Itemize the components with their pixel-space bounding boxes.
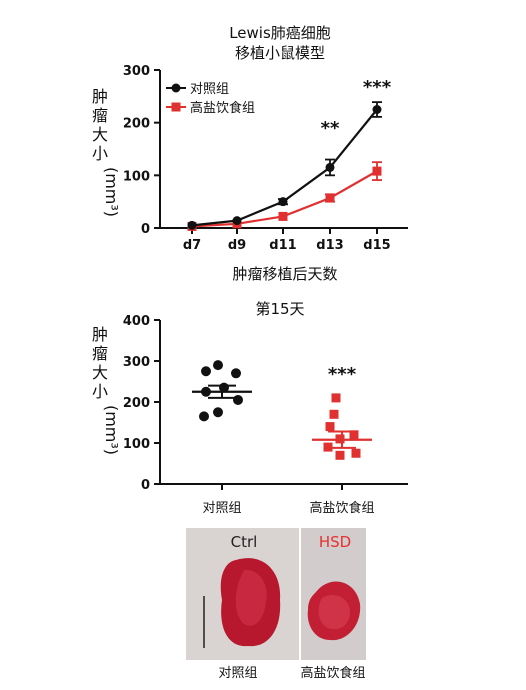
dot-y-tick-label: 100 (123, 437, 150, 452)
ctrl-series-line (191, 108, 378, 227)
significance-marker: *** (328, 364, 357, 385)
line-chart-subtitle: 移植小鼠模型 (235, 44, 325, 62)
dot-chart-title: 第15天 (255, 300, 304, 318)
tumor-growth-line-chart: Lewis肺癌细胞 移植小鼠模型 0 100 200 300 d7 d9 d11 d13 d1… (92, 24, 408, 283)
ctrl-data-point (372, 105, 382, 114)
line-x-tick-label: d13 (316, 238, 343, 253)
photo-hsd-label: HSD (319, 533, 351, 551)
dot-x-tick-label: 高盐饮食组 (309, 500, 374, 516)
line-y-tick-label: 100 (123, 169, 150, 184)
dot-chart-y-label: 肿瘤大小 (mm³) (92, 325, 121, 455)
ctrl-tumor-highlight (235, 569, 267, 626)
hsd-dot (325, 422, 335, 432)
photo-ctrl-label: Ctrl (231, 533, 258, 551)
hsd-tumor-highlight (318, 594, 350, 630)
line-chart-legend: 对照组 高盐饮食组 (166, 82, 255, 116)
hsd-dot (331, 393, 341, 403)
day15-dot-plot: 第15天 0 100 200 300 400 对照组 高盐饮食组 *** 肿瘤大小 (mm… (92, 300, 408, 516)
line-x-tick-label: d11 (269, 238, 296, 253)
dot-y-tick-label: 300 (123, 355, 150, 370)
hsd-dot (335, 450, 345, 460)
line-x-tick-label: d7 (183, 238, 201, 253)
ctrl-data-point (278, 197, 288, 207)
ctrl-dot (201, 366, 211, 377)
svg-text:肿瘤大小: 肿瘤大小 (92, 87, 108, 163)
line-x-tick-label: d15 (363, 238, 390, 253)
dc-ylab-unit: (mm³) (102, 405, 121, 455)
line-chart-title: Lewis肺癌细胞 (229, 24, 331, 42)
legend-ctrl-label: 对照组 (190, 82, 229, 97)
photo-caption-hsd: 高盐饮食组 (300, 665, 365, 681)
ctrl-dot (199, 411, 209, 422)
hsd-dot (329, 409, 339, 419)
ctrl-data-point (232, 216, 242, 226)
photo-caption-ctrl: 对照组 (218, 666, 257, 681)
dot-y-tick-label: 200 (123, 396, 150, 411)
line-chart-x-label: 肿瘤移植后天数 (232, 265, 337, 283)
hsd-data-point (278, 211, 288, 221)
ctrl-data-point (325, 162, 335, 172)
ctrl-dot (213, 407, 223, 418)
dot-y-tick-label: 400 (123, 314, 150, 329)
dot-y-tick-label: 0 (141, 478, 150, 493)
lc-ylab-unit: (mm³) (102, 167, 121, 217)
significance-marker: ** (321, 118, 340, 139)
hsd-data-point (325, 193, 335, 203)
dot-x-tick-label: 对照组 (202, 501, 241, 516)
line-chart-y-label: 肿瘤大小 (mm³) (92, 87, 121, 217)
hsd-data-point (372, 166, 382, 176)
line-y-tick-label: 200 (123, 117, 150, 132)
svg-text:肿瘤大小: 肿瘤大小 (92, 325, 108, 401)
legend-hsd-marker (171, 102, 181, 112)
ctrl-dot (213, 360, 223, 371)
hsd-dot (349, 430, 359, 440)
ctrl-data-point (187, 220, 197, 230)
line-y-tick-label: 0 (141, 222, 150, 237)
legend-ctrl-marker (171, 83, 181, 93)
tumor-photo-panel: Ctrl HSD 对照组 高盐饮食组 (186, 528, 366, 681)
hsd-dot (351, 448, 361, 458)
ctrl-dot (233, 394, 243, 405)
significance-marker: *** (363, 77, 392, 98)
ctrl-dot (231, 368, 241, 379)
line-x-tick-label: d9 (228, 238, 246, 253)
line-y-tick-label: 300 (123, 64, 150, 79)
legend-hsd-label: 高盐饮食组 (190, 100, 255, 116)
